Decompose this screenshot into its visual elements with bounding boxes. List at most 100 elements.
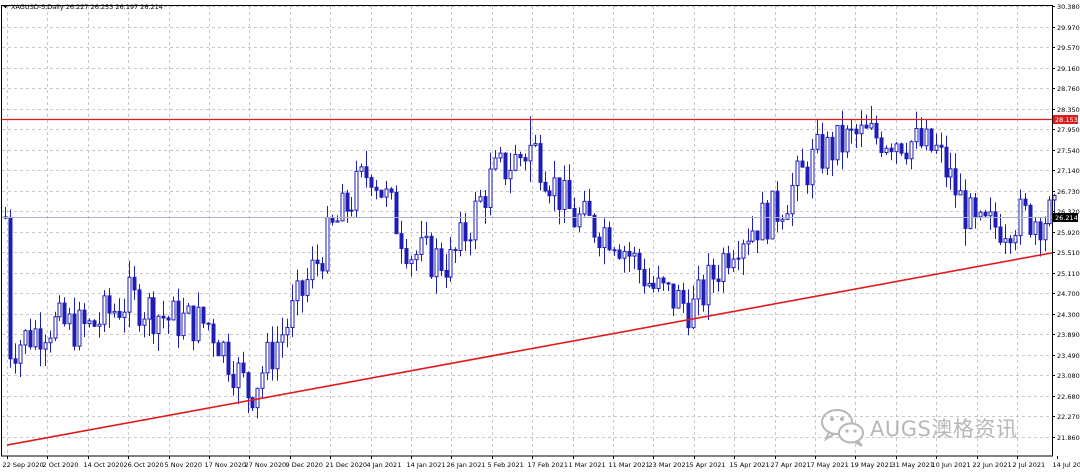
price-tick-label: 30.380 [1057,3,1080,11]
chevron-down-icon[interactable] [3,5,8,9]
candle-body [310,259,315,281]
price-tick-label: 23.890 [1057,331,1080,339]
candle-body [874,122,879,139]
candle-body [488,168,493,208]
candle-body [107,295,112,314]
candle-body [582,200,587,215]
candle-body [587,200,592,216]
candle-body [978,211,983,218]
price-tick-label: 23.080 [1057,372,1080,380]
candle-body [117,310,122,318]
candle-body [988,211,993,217]
price-tick-label: 25.920 [1057,229,1080,237]
candle-body [577,213,582,228]
candle-body [963,190,968,229]
price-tick-label: 29.970 [1057,24,1080,32]
date-tick-label: 23 Mar 2021 [649,461,690,469]
plot-frame [1,5,1053,457]
candle-body [191,305,196,342]
candle-body [414,253,419,261]
candle-body [250,397,255,409]
candle-body [592,214,597,238]
candle-body [518,153,523,159]
candle-body [939,144,944,148]
candle-body [770,190,775,240]
candle-body [48,337,53,344]
date-tick-label: 5 Feb 2021 [488,461,524,469]
candle-body [607,227,612,251]
candle-body [102,295,107,325]
candle-body [493,157,498,170]
candle-body [444,269,449,278]
grid [2,6,1052,456]
candle-body [369,177,374,188]
candle-body [290,300,295,328]
candle-body [340,192,345,222]
candle-body [765,202,770,240]
candle-body [676,289,681,309]
candle-body [820,134,825,169]
candle-body [696,279,701,300]
candle-body [1043,223,1048,241]
candle-body [1038,221,1043,241]
candle-body [295,280,300,302]
candle-body [38,328,43,350]
candle-body [285,326,290,336]
candle-body [914,128,919,143]
candle-body [666,282,671,285]
candle-body [1033,221,1038,235]
candle-body [869,122,874,129]
candle-body [280,334,285,343]
price-tick-label: 25.510 [1057,249,1080,257]
resistance-price-tag [1053,115,1078,124]
candle-body [711,264,716,280]
candle-body [57,302,62,318]
date-tick-label: 19 May 2021 [851,461,893,469]
price-tick-label: 27.140 [1057,167,1080,175]
candle-body [335,220,340,223]
candle-body [642,268,647,287]
candle-body [345,192,350,212]
candle-body [1047,199,1052,225]
candle-body [983,211,988,217]
date-tick-label: 10 Jun 2021 [932,461,971,469]
candle-body [750,230,755,242]
current-price-tag [1053,213,1078,222]
candle-body [23,330,28,346]
date-tick-label: 26 Oct 2020 [124,461,164,469]
candle-body [924,128,929,147]
candle-body [181,312,186,337]
watermark-text: AUGS澳格资讯 [870,417,1018,441]
candle-body [840,124,845,153]
date-tick-label: 17 Nov 2020 [205,461,247,469]
candle-body [483,196,488,208]
candle-body [404,248,409,265]
candle-body [919,128,924,147]
candle-body [721,253,726,282]
price-tick-label: 25.110 [1057,270,1080,278]
candle-body [424,235,429,239]
current-price-label: 26.214 [1055,214,1078,222]
candle-body [948,168,953,178]
candle-body [845,128,850,153]
watermark: AUGS澳格资讯 [818,405,1068,449]
price-tick-label: 27.540 [1057,147,1080,155]
candle-body [236,362,241,389]
candle-body [627,250,632,257]
wechat-icon [821,409,864,447]
candle-body [815,134,820,150]
support-trendline[interactable] [6,252,1053,446]
candle-body [543,181,548,192]
candle-body [473,200,478,241]
candle-body [854,128,859,135]
candle-body [498,152,503,159]
candle-body [726,253,731,269]
date-tick-label: 22 Jun 2021 [973,461,1012,469]
candle-body [399,233,404,250]
candle-body [716,278,721,282]
candle-body [755,230,760,241]
candle-body [349,209,354,212]
candle-body [864,124,869,129]
